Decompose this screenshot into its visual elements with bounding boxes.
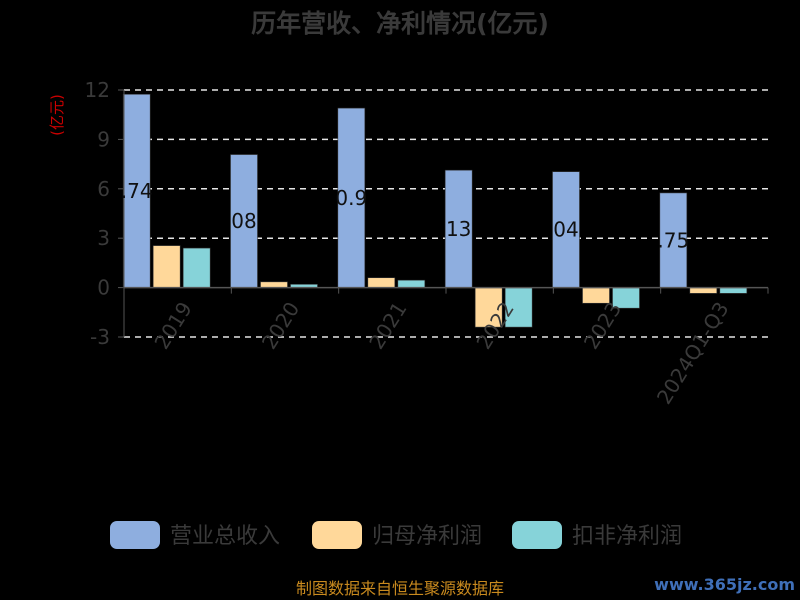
y-tick-label: 6	[97, 177, 110, 201]
bars	[122, 93, 748, 328]
legend-item: 营业总收入	[110, 521, 280, 549]
x-tick-label: 2019	[150, 298, 197, 354]
legend-item: 扣非净利润	[512, 521, 682, 549]
y-tick-label: 9	[97, 127, 110, 151]
bar-营业总收入	[444, 169, 473, 288]
legend-label: 归母净利润	[372, 524, 482, 549]
data-label: 13	[446, 217, 471, 241]
bar-扣非净利润	[397, 279, 426, 288]
data-label: 0.9	[335, 186, 367, 210]
bar-扣非净利润	[182, 247, 211, 288]
x-tick-label: 2024Q1-Q3	[652, 298, 734, 409]
x-axis-ticks: 2019 2020 2021 2022 2023 2024Q1-Q3	[150, 287, 769, 409]
x-tick-label: 2023	[579, 298, 626, 354]
bar-归母净利润	[689, 287, 718, 294]
bar-营业总收入	[230, 154, 258, 288]
y-tick-label: -3	[90, 325, 110, 349]
legend-swatch	[312, 521, 362, 549]
legend-label: 营业总收入	[170, 524, 280, 549]
data-label: .75	[657, 228, 689, 252]
watermark: www.365jz.com	[654, 575, 795, 594]
bar-归母净利润	[260, 281, 288, 288]
data-label: 08	[231, 209, 256, 233]
bar-归母净利润	[152, 245, 181, 288]
bar-扣非净利润	[719, 287, 748, 294]
x-tick-label: 2020	[257, 298, 304, 354]
y-tick-label: 3	[97, 226, 110, 250]
chart-title: 历年营收、净利情况(亿元)	[251, 9, 549, 38]
bar-营业总收入	[337, 107, 366, 288]
data-label: 04	[553, 218, 578, 242]
source-note: 制图数据来自恒生聚源数据库	[296, 579, 504, 598]
bar-营业总收入	[659, 192, 688, 288]
y-axis-label: (亿元)	[48, 94, 66, 136]
legend-label: 扣非净利润	[572, 524, 682, 549]
legend-swatch	[512, 521, 562, 549]
y-axis-ticks: 12 9 6 3 0 -3	[85, 78, 124, 349]
data-labels: .74 08 0.9 13 04 .75	[121, 179, 689, 252]
bar-营业总收入	[122, 93, 151, 288]
y-tick-label: 0	[97, 276, 110, 300]
data-label: .74	[121, 179, 153, 203]
legend-item: 归母净利润	[312, 521, 482, 549]
y-tick-label: 12	[85, 78, 110, 102]
bar-营业总收入	[552, 171, 580, 288]
x-tick-label: 2021	[364, 298, 411, 354]
bar-归母净利润	[367, 277, 396, 288]
legend: 营业总收入 归母净利润 扣非净利润	[110, 521, 682, 549]
legend-swatch	[110, 521, 160, 549]
bar-扣非净利润	[504, 287, 533, 328]
